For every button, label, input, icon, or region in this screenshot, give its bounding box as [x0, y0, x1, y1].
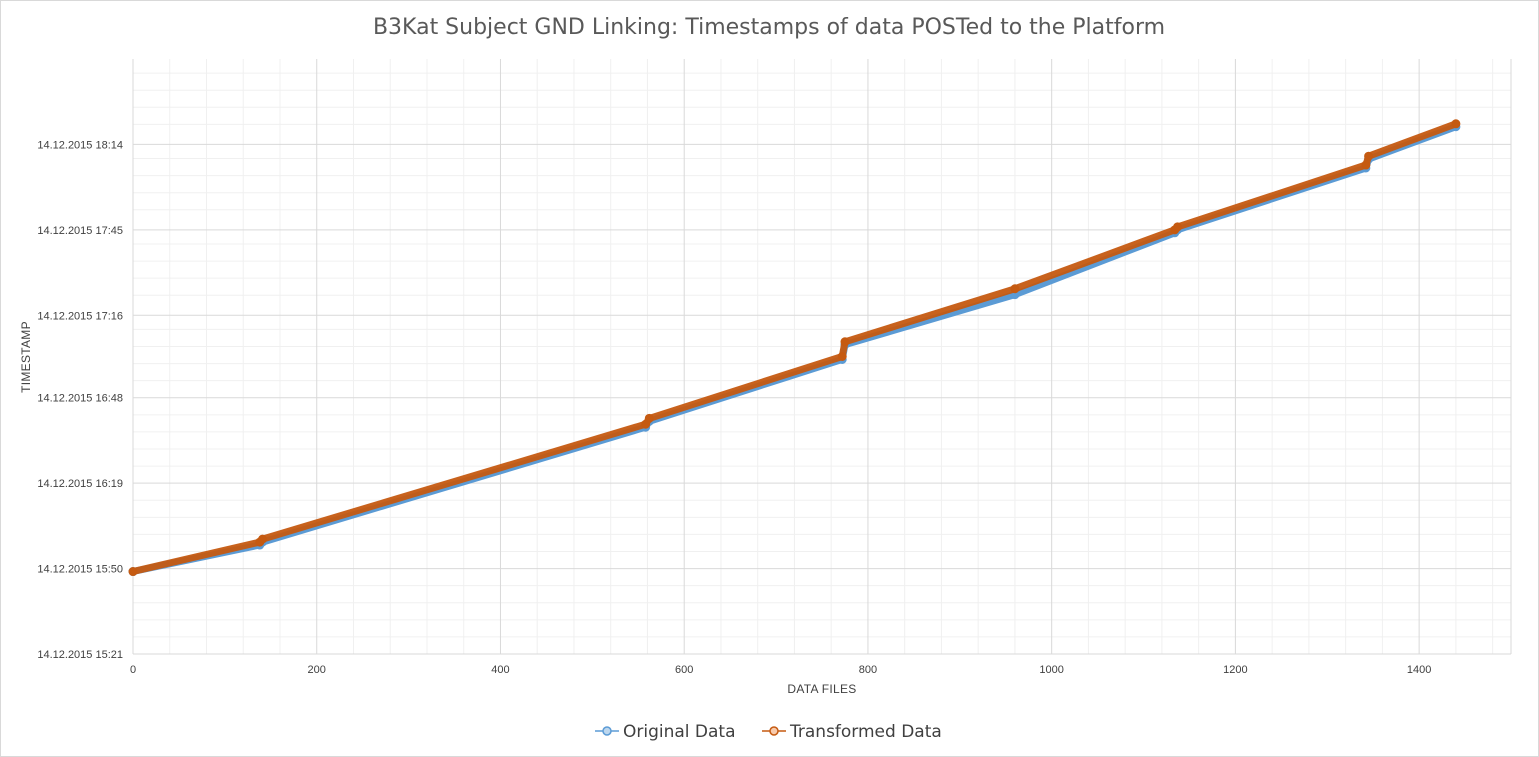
x-tick-label: 200	[308, 664, 326, 676]
x-tick-labels: 0 200 400 600 800 1000 1200 1400	[130, 664, 1431, 676]
data-point-transformed-data	[1010, 284, 1020, 294]
legend-item-transformed[interactable]: Transformed Data	[762, 722, 942, 742]
data-point-transformed-data	[258, 534, 268, 544]
y-tick-labels: 14.12.2015 15:21 14.12.2015 15:50 14.12.20…	[37, 139, 123, 661]
data-point-transformed-data	[128, 567, 138, 577]
series-transformed-data	[128, 119, 1461, 577]
legend-label-transformed: Transformed Data	[789, 722, 942, 742]
data-point-transformed-data	[1451, 119, 1461, 129]
series-layer	[128, 119, 1461, 577]
legend-item-original[interactable]: Original Data	[595, 722, 736, 742]
y-axis-title: TIMESTAMP	[19, 321, 33, 393]
data-point-transformed-data	[840, 337, 850, 347]
minor-gridlines	[133, 59, 1511, 654]
x-tick-label: 800	[859, 664, 877, 676]
y-tick-label: 14.12.2015 17:16	[37, 310, 123, 322]
y-tick-label: 14.12.2015 15:50	[37, 564, 123, 576]
x-axis-title: DATA FILES	[787, 682, 856, 696]
data-point-transformed-data	[1364, 151, 1374, 161]
x-tick-label: 1200	[1223, 664, 1247, 676]
major-gridlines	[132, 59, 1512, 655]
y-tick-label: 14.12.2015 17:45	[37, 225, 123, 237]
data-point-transformed-data	[1173, 222, 1183, 232]
x-tick-label: 1000	[1039, 664, 1063, 676]
legend: Original Data Transformed Data	[595, 722, 942, 742]
y-tick-label: 14.12.2015 18:14	[37, 139, 123, 151]
x-tick-label: 400	[491, 664, 509, 676]
legend-marker-transformed	[769, 726, 779, 736]
y-tick-label: 14.12.2015 16:19	[37, 478, 123, 490]
data-point-transformed-data	[1361, 160, 1371, 170]
y-tick-label: 14.12.2015 15:21	[37, 649, 123, 661]
y-tick-label: 14.12.2015 16:48	[37, 393, 123, 405]
data-point-transformed-data	[644, 413, 654, 423]
legend-marker-original	[602, 726, 612, 736]
legend-label-original: Original Data	[623, 722, 736, 742]
chart-title: B3Kat Subject GND Linking: Timestamps of…	[373, 15, 1165, 40]
data-point-transformed-data	[837, 352, 847, 361]
x-tick-label: 1400	[1407, 664, 1431, 676]
x-tick-label: 0	[130, 664, 136, 676]
x-tick-label: 600	[675, 664, 693, 676]
